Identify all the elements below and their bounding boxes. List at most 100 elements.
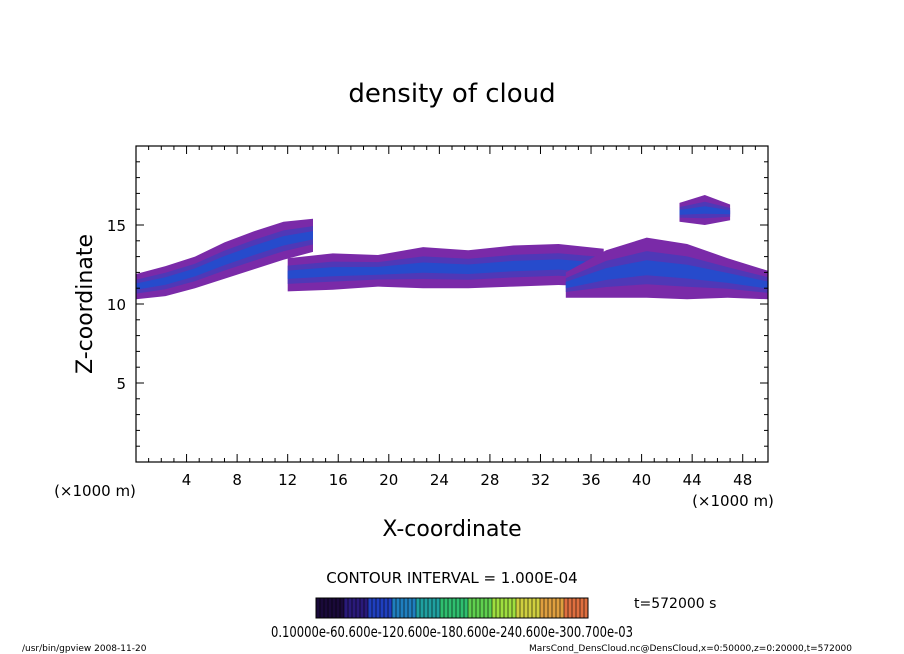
colorbar-segment [552,598,557,618]
colorbar-segment [372,598,377,618]
band-central-peak [287,259,604,279]
colorbar-segment [564,598,569,618]
colorbar-segment [320,598,325,618]
colorbar-segment [472,598,477,618]
colorbar-segment [504,598,509,618]
band-west-peak [136,231,313,290]
colorbar-frame [315,597,589,619]
colorbar-segment [364,598,369,618]
x-tick-label: 8 [232,471,242,489]
colorbar-segment [440,598,445,618]
colorbar-segment [492,598,497,618]
colorbar-segment [408,598,413,618]
colorbar-segment [536,598,541,618]
colorbar-segment [328,598,333,618]
colorbar-segment [560,598,565,618]
colorbar-segment [368,598,373,618]
footer-source: MarsCond_DensCloud.nc@DensCloud,x=0:5000… [529,644,852,654]
footer-program: /usr/bin/gpview 2008-11-20 [22,644,147,654]
colorbar-segment [356,598,361,618]
x-tick-label: 4 [182,471,192,489]
x-tick-label: 24 [430,471,449,489]
colorbar-segment [396,598,401,618]
colorbar-segment [464,598,469,618]
x-tick-label: 28 [480,471,499,489]
x-tick-label: 44 [683,471,702,489]
colorbar-segment [480,598,485,618]
colorbar-segment [324,598,329,618]
time-label: t=572000 s [634,596,716,612]
colorbar-segment [568,598,573,618]
colorbar [315,598,589,618]
colorbar-segment [488,598,493,618]
colorbar-segment [404,598,409,618]
colorbar-segment [452,598,457,618]
x-tick-label: 48 [733,471,752,489]
colorbar-segment [556,598,561,618]
colorbar-segment [332,598,337,618]
colorbar-segment [444,598,449,618]
colorbar-segment [460,598,465,618]
colorbar-segment [548,598,553,618]
band-east-peak [565,260,768,289]
colorbar-segment [316,598,321,618]
colorbar-segment [392,598,397,618]
y-tick-label: 15 [107,217,126,235]
colorbar-labels: 0.10000e-60.600e-120.600e-180.600e-240.6… [271,623,633,641]
colorbar-segment [512,598,517,618]
colorbar-segment [336,598,341,618]
colorbar-segment [540,598,545,618]
x-tick-label: 36 [581,471,600,489]
chart-title: density of cloud [348,79,555,109]
colorbar-segment [508,598,513,618]
x-unit-label: (×1000 m) [692,492,774,510]
colorbar-segment [468,598,473,618]
colorbar-segment [500,598,505,618]
colorbar-segment [476,598,481,618]
y-unit-label: (×1000 m) [54,482,136,500]
colorbar-segment [520,598,525,618]
cloud-field [136,195,768,300]
colorbar-segment [360,598,365,618]
colorbar-segment [524,598,529,618]
colorbar-segment [432,598,437,618]
colorbar-segment [384,598,389,618]
colorbar-segment [344,598,349,618]
colorbar-segment [448,598,453,618]
colorbar-segment [424,598,429,618]
colorbar-segment [496,598,501,618]
colorbar-segment [352,598,357,618]
colorbar-segment [576,598,581,618]
colorbar-segment [456,598,461,618]
colorbar-segment [412,598,417,618]
colorbar-segment [400,598,405,618]
colorbar-segment [380,598,385,618]
y-tick-label: 10 [107,296,126,314]
colorbar-segment [572,598,577,618]
colorbar-segment [376,598,381,618]
colorbar-segment [428,598,433,618]
contour-interval: CONTOUR INTERVAL = 1.000E-04 [326,569,577,587]
colorbar-segment [340,598,345,618]
colorbar-segment [348,598,353,618]
colorbar-segment [528,598,533,618]
cloud-high-east-peak [679,206,731,215]
x-tick-label: 12 [278,471,297,489]
colorbar-segment [544,598,549,618]
colorbar-segment [580,598,585,618]
y-axis-label: Z-coordinate [73,234,98,374]
colorbar-segment [388,598,393,618]
x-axis-label: X-coordinate [382,517,521,542]
x-tick-label: 20 [379,471,398,489]
x-tick-label: 40 [632,471,651,489]
x-tick-label: 16 [329,471,348,489]
colorbar-segment [532,598,537,618]
colorbar-segment [436,598,441,618]
colorbar-segment [484,598,489,618]
colorbar-segment [416,598,421,618]
colorbar-segment [420,598,425,618]
plot-frame [135,145,769,463]
y-tick-label: 5 [116,375,126,393]
